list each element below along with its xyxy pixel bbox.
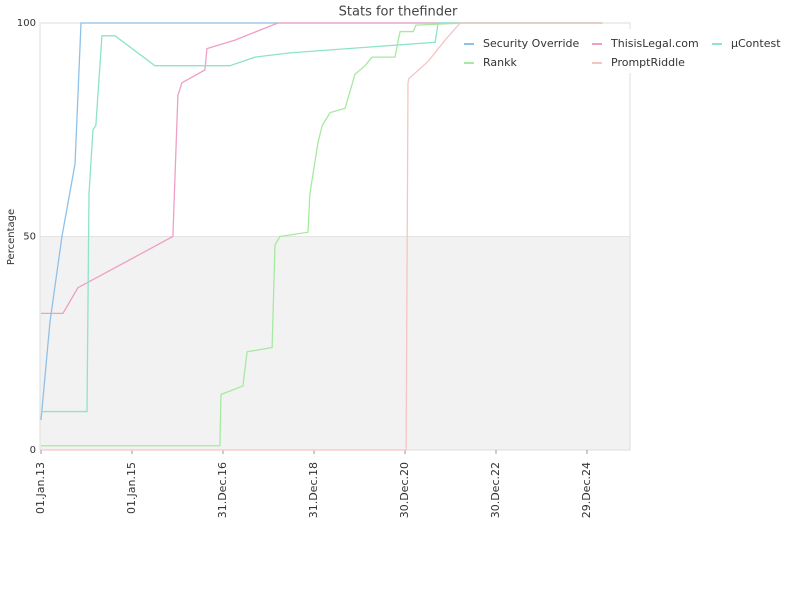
chart-title: Stats for thefinder	[339, 5, 458, 20]
y-tick-label: 50	[23, 232, 36, 243]
legend-label: ThisisLegal.com	[610, 37, 699, 50]
x-tick-label: 29.Dec.24	[580, 462, 593, 518]
y-tick-label: 0	[30, 445, 36, 456]
x-tick-label: 30.Dec.20	[398, 462, 411, 518]
series-line	[41, 22, 603, 447]
grid-band	[40, 236, 630, 450]
x-tick-label: 31.Dec.16	[216, 462, 229, 518]
legend-label: Security Override	[483, 37, 579, 50]
legend-box	[458, 29, 800, 73]
series-line	[41, 22, 603, 451]
series-line	[41, 22, 603, 413]
x-tick-label: 01.Jan.15	[125, 462, 138, 514]
legend-label: µContest	[731, 37, 781, 50]
legend-label: PromptRiddle	[611, 56, 685, 69]
legend-label: Rankk	[483, 56, 517, 69]
series-line	[41, 22, 603, 315]
x-tick-label: 30.Dec.22	[489, 462, 502, 518]
y-tick-label: 100	[17, 18, 36, 29]
x-tick-label: 31.Dec.18	[307, 462, 320, 518]
series-line	[40, 22, 603, 421]
y-axis-label: Percentage	[6, 209, 17, 265]
x-tick-label: 01.Jan.13	[34, 462, 47, 514]
